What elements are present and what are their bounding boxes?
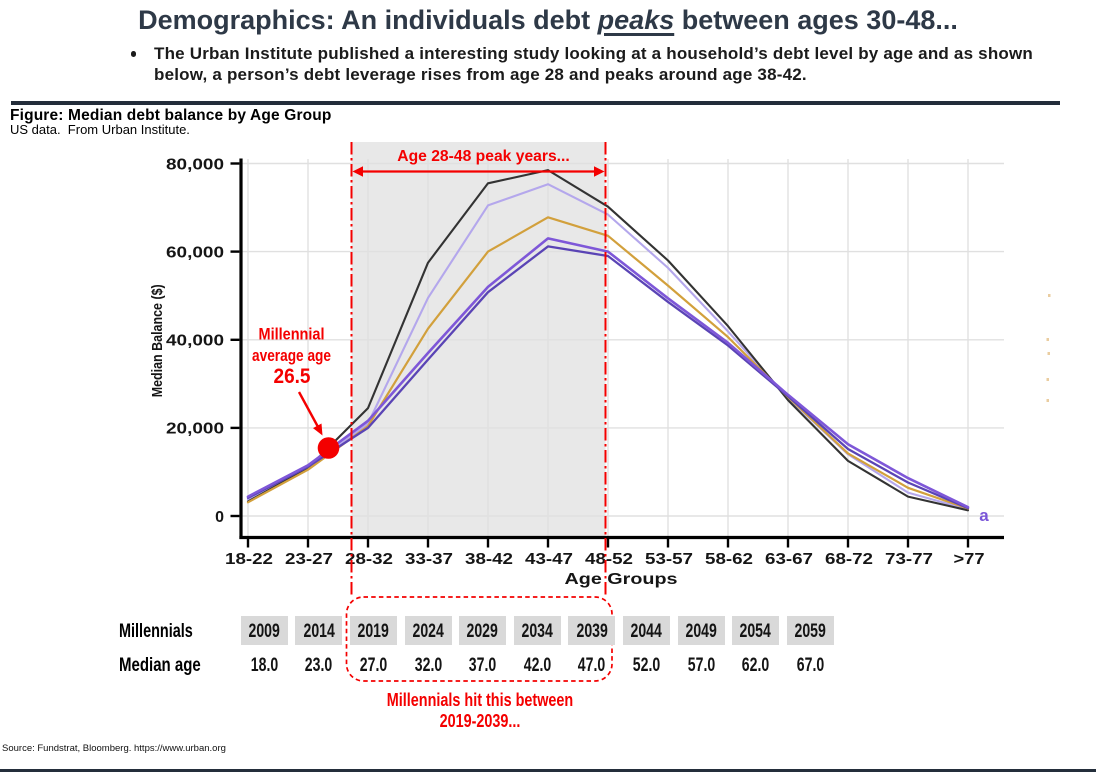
svg-text:26.5: 26.5 [274,365,311,388]
svg-text:40,000: 40,000 [166,333,224,350]
svg-text:average age: average age [252,347,331,365]
svg-text:58-62: 58-62 [705,551,753,568]
svg-text:23-27: 23-27 [285,551,333,568]
svg-text:Age Groups: Age Groups [565,571,678,588]
svg-text:73-77: 73-77 [885,551,933,568]
svg-text:Millennial: Millennial [259,325,325,343]
svg-text:Median Balance ($): Median Balance ($) [149,284,166,397]
svg-text:>77: >77 [954,551,985,568]
svg-text:Age 28-48 peak years...: Age 28-48 peak years... [397,148,570,165]
svg-text:20,000: 20,000 [166,421,224,438]
svg-text:53-57: 53-57 [645,551,693,568]
svg-text:63-67: 63-67 [765,551,813,568]
svg-text:33-37: 33-37 [405,551,453,568]
svg-text:0: 0 [215,509,224,526]
svg-text:43-47: 43-47 [525,551,573,568]
svg-text:48-52: 48-52 [585,551,633,568]
svg-text:a: a [979,506,989,525]
svg-text:38-42: 38-42 [465,551,513,568]
svg-text:18-22: 18-22 [225,551,273,568]
svg-text:80,000: 80,000 [166,156,224,173]
svg-text:60,000: 60,000 [166,244,224,261]
svg-text:28-32: 28-32 [345,551,393,568]
svg-text:68-72: 68-72 [825,551,873,568]
